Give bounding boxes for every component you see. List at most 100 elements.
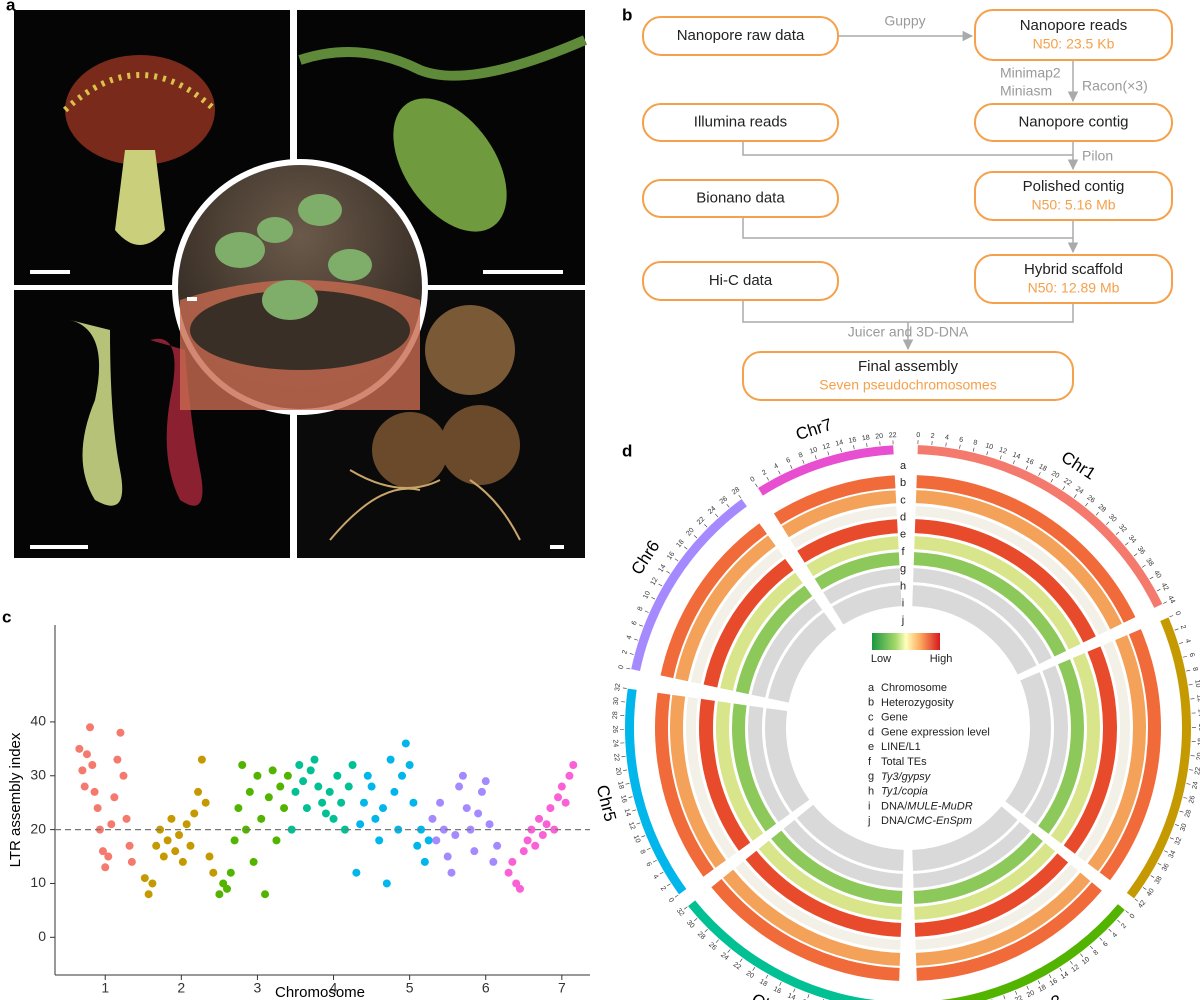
- track: [773, 475, 896, 525]
- circos-tick-label: 4: [1111, 932, 1119, 940]
- point: [333, 771, 342, 780]
- circos-tick-label: 14: [657, 563, 667, 573]
- point: [238, 761, 247, 769]
- circos-tick-label: 20: [614, 767, 622, 776]
- track: [781, 490, 897, 538]
- legend-prefix: DNA/: [881, 800, 908, 812]
- track: [783, 819, 903, 888]
- node-label: Bionano data: [696, 189, 785, 206]
- track: [758, 840, 902, 920]
- chromosome-band: [940, 904, 1125, 1000]
- point: [550, 825, 559, 834]
- point: [321, 809, 330, 818]
- circos-tick-label: 38: [1154, 875, 1164, 885]
- track-letter: g: [900, 563, 906, 575]
- point: [375, 836, 384, 845]
- flower: [70, 320, 123, 506]
- circos-tick-label: 10: [809, 446, 819, 455]
- node-label: Illumina reads: [694, 113, 787, 130]
- circos-tick-label: 12: [998, 447, 1008, 456]
- legend-name: Chromosome: [881, 682, 947, 694]
- circos-tick-label: 22: [1014, 995, 1024, 1000]
- circos-tick-label: 18: [616, 781, 624, 790]
- legend-letter: a: [868, 682, 875, 694]
- track: [765, 460, 895, 512]
- circos-tick: [628, 796, 633, 798]
- edge-label: Racon(×3): [1082, 78, 1148, 94]
- legend-label: DNA/CMC-EnSpm: [881, 815, 972, 827]
- point: [443, 852, 452, 861]
- point: [194, 787, 203, 796]
- circos-tick: [1085, 502, 1089, 507]
- circos-tick-label: 10: [642, 590, 652, 600]
- node-label: Hybrid scaffold: [1024, 261, 1123, 278]
- circos-tick: [666, 570, 670, 574]
- point: [352, 868, 361, 877]
- point: [245, 787, 254, 796]
- point: [363, 771, 372, 780]
- circos-tick-label: 8: [637, 606, 645, 613]
- circos-tick: [793, 988, 796, 993]
- track: [748, 705, 790, 823]
- point: [371, 814, 380, 823]
- point: [569, 761, 578, 769]
- point: [261, 890, 270, 899]
- point: [190, 809, 199, 818]
- circos-tick-label: 10: [1081, 956, 1092, 966]
- point: [222, 884, 231, 893]
- circos-tick-label: 16: [772, 986, 782, 996]
- circos-tick: [1188, 684, 1193, 686]
- track: [723, 869, 901, 966]
- circos-tick-label: 4: [1184, 638, 1192, 644]
- circos-tick: [1156, 588, 1161, 592]
- point: [504, 868, 513, 877]
- chromosome-label: Chr4: [749, 990, 790, 1000]
- circos-tick: [1150, 875, 1155, 878]
- point: [104, 852, 113, 861]
- circos-tick-label: 34: [1127, 534, 1137, 545]
- track: [1111, 623, 1176, 890]
- scale-bar: [550, 545, 564, 549]
- circos-tick-label: 2: [1120, 922, 1128, 930]
- point: [291, 787, 300, 796]
- track: [699, 888, 900, 996]
- circos-tick-label: 6: [644, 861, 652, 868]
- circos-tick-label: 28: [696, 931, 707, 942]
- circos-tick-label: 0: [1173, 610, 1181, 616]
- circos-center: [787, 607, 1029, 849]
- circos-tick: [715, 513, 719, 518]
- track: [790, 506, 897, 549]
- chromosome-band: [758, 445, 894, 496]
- scale-high: High: [930, 653, 953, 665]
- panel-label: d: [622, 441, 632, 460]
- circos-tick: [999, 455, 1002, 460]
- node-sublabel: N50: 12.89 Mb: [1028, 280, 1120, 296]
- circos-tick: [1012, 460, 1015, 465]
- legend-label: Ty3/gypsy: [881, 771, 932, 783]
- point: [386, 755, 395, 764]
- track: [914, 536, 1081, 650]
- circos-tick-label: 22: [696, 516, 707, 527]
- color-scale: [872, 633, 940, 650]
- track: [1005, 672, 1052, 815]
- scale-bar: [187, 297, 197, 301]
- point: [398, 771, 407, 780]
- circos-tick-label: 26: [719, 495, 730, 505]
- circos-tick-label: 14: [835, 439, 844, 448]
- circos-tick: [1073, 494, 1077, 498]
- circos-tick-label: 0: [618, 664, 626, 669]
- node-sublabel: Seven pseudochromosomes: [819, 377, 996, 393]
- track: [914, 853, 1069, 937]
- circos-tick: [674, 558, 679, 562]
- circos-tick: [625, 783, 630, 785]
- circos-tick: [636, 822, 641, 825]
- point: [424, 836, 433, 845]
- circos-tick: [626, 667, 631, 670]
- track: [732, 703, 777, 832]
- circos-tick: [1179, 642, 1184, 644]
- circos-tick-label: 22: [612, 753, 620, 762]
- node-label: Nanopore contig: [1018, 113, 1128, 130]
- track: [1038, 659, 1085, 834]
- circos-tick-label: 20: [1026, 990, 1036, 1000]
- circos-tick-label: 30: [1179, 823, 1188, 833]
